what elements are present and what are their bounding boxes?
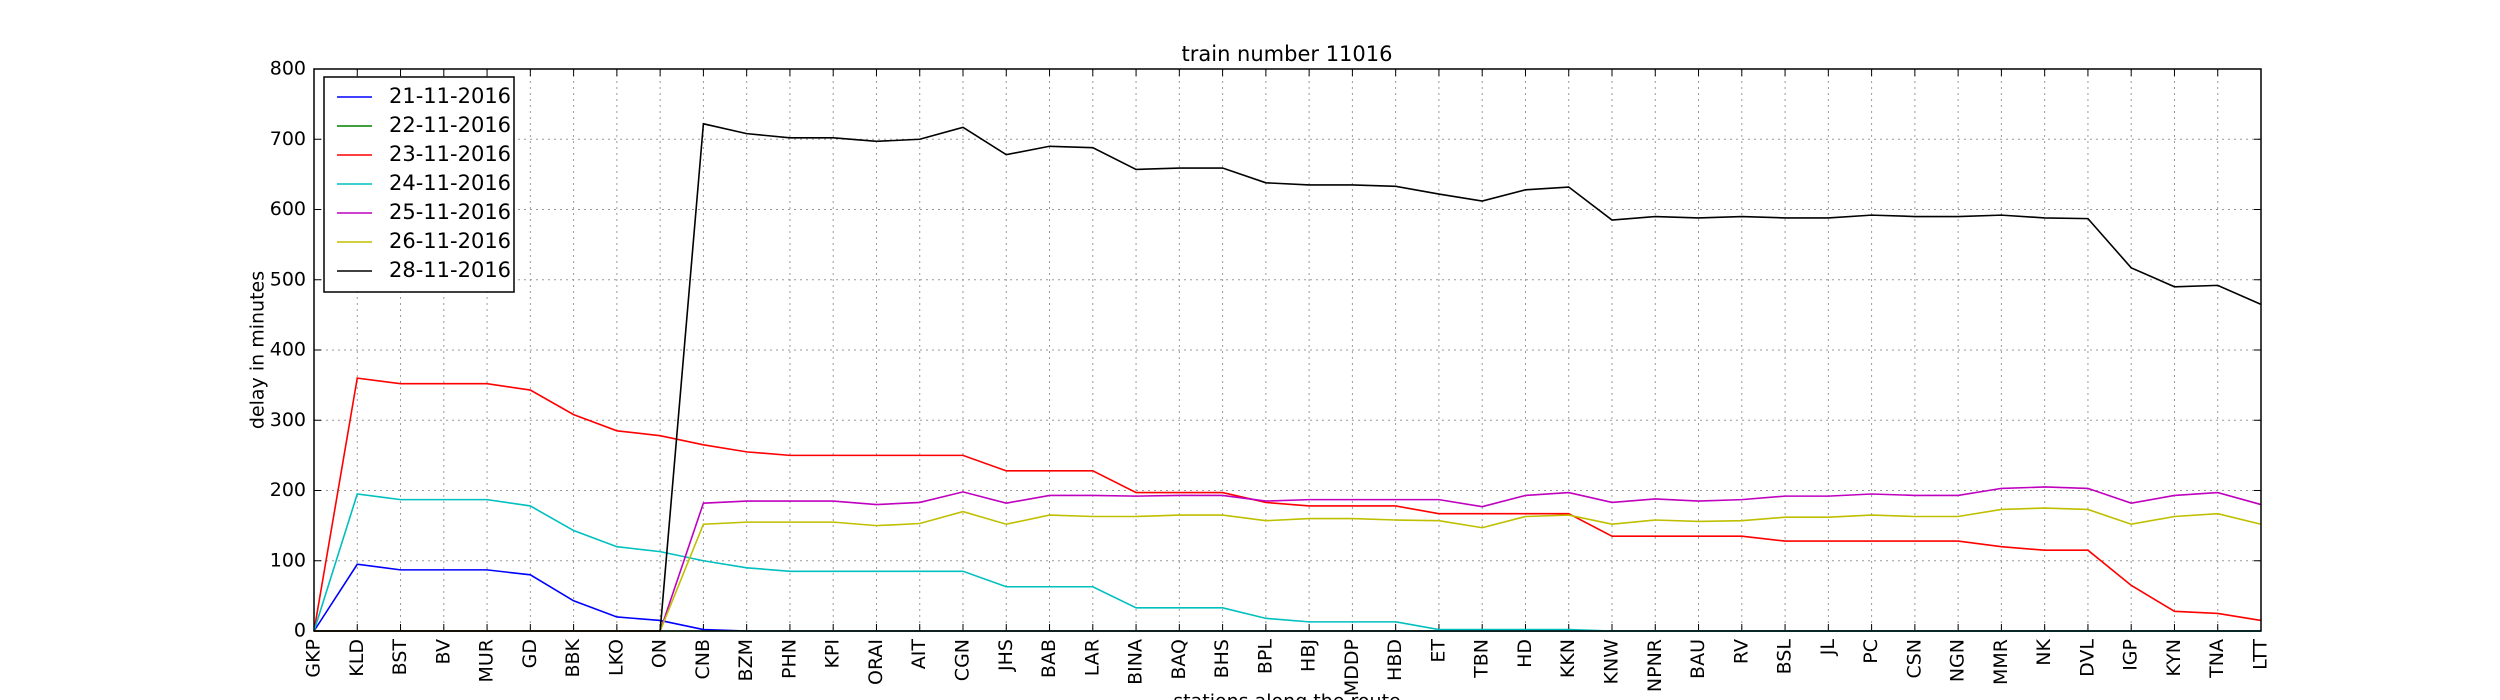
x-tick-label: HBJ [1298, 639, 1320, 672]
x-tick-label: TNA [2206, 639, 2228, 679]
x-tick-label: KPI [822, 639, 844, 669]
x-tick-label: IGP [2120, 639, 2142, 671]
x-tick-label: BPL [1254, 639, 1276, 674]
x-tick-label: PHN [778, 639, 800, 679]
x-tick-label: NPNR [1644, 639, 1666, 692]
x-tick-label: HBD [1384, 639, 1406, 681]
x-tick-label: KLD [346, 639, 368, 677]
legend-label: 21-11-2016 [389, 84, 511, 108]
x-tick-label: MDDP [1341, 639, 1363, 696]
y-tick-label: 300 [270, 409, 306, 431]
y-tick-label: 0 [294, 620, 306, 642]
legend-label: 24-11-2016 [389, 171, 511, 195]
x-tick-label: HD [1514, 639, 1536, 668]
x-tick-label: AIT [908, 639, 930, 670]
x-tick-label: NGN [1947, 639, 1969, 682]
x-tick-label: ORAI [865, 639, 887, 685]
x-tick-label: LTT [2250, 639, 2272, 670]
x-tick-label: JL [1817, 639, 1839, 657]
series-line [313, 377, 2262, 632]
x-tick-label: RV [1730, 639, 1752, 664]
legend-label: 23-11-2016 [389, 142, 511, 166]
x-tick-label: JHS [995, 639, 1017, 672]
x-tick-label: BZM [735, 639, 757, 681]
x-tick-label: LKO [605, 639, 627, 676]
x-tick-label: BAQ [1168, 639, 1190, 680]
x-tick-label: BBK [562, 638, 584, 677]
x-tick-label: NK [2033, 638, 2055, 665]
legend-label: 26-11-2016 [389, 229, 511, 253]
x-tick-label: GKP [303, 639, 325, 678]
x-tick-label: LAR [1081, 639, 1103, 676]
legend-label: 28-11-2016 [389, 258, 511, 282]
y-tick-label: 200 [270, 479, 306, 501]
y-tick-label: 100 [270, 549, 306, 571]
x-tick-label: BV [432, 639, 454, 664]
x-tick-label: BST [389, 639, 411, 676]
x-tick-label: CSN [1903, 639, 1925, 679]
series-line [314, 122, 2262, 632]
plot-frame [313, 68, 2262, 632]
legend-label: 25-11-2016 [389, 200, 511, 224]
x-tick-label: CGN [952, 639, 974, 681]
x-axis-label: stations along the route [1173, 691, 1400, 700]
y-tick-label: 800 [270, 58, 306, 80]
x-tick-label: BAB [1038, 639, 1060, 678]
x-tick-label: BHS [1211, 639, 1233, 678]
x-tick-label: TBN [1471, 639, 1493, 679]
x-tick-label: DVL [2076, 639, 2098, 677]
y-tick-label: 600 [270, 198, 306, 220]
x-tick-label: KNW [1601, 639, 1623, 685]
y-tick-label: 400 [270, 339, 306, 361]
x-tick-label: MUR [476, 639, 498, 683]
legend-label: 22-11-2016 [389, 113, 511, 137]
x-tick-label: ON [649, 639, 671, 668]
y-tick-label: 700 [270, 128, 306, 150]
x-tick-label: PC [1860, 639, 1882, 664]
series-line [313, 563, 2261, 632]
x-tick-label: BINA [1125, 639, 1147, 685]
y-tick-label: 500 [270, 268, 306, 290]
x-tick-label: ET [1427, 639, 1449, 663]
x-tick-label: CNB [692, 639, 714, 680]
x-tick-label: KYN [2163, 639, 2185, 677]
x-tick-label: BAU [1687, 639, 1709, 679]
x-tick-label: KKN [1557, 639, 1579, 678]
x-tick-label: BSL [1774, 639, 1796, 675]
series-line [314, 486, 2262, 632]
x-tick-label: GD [519, 639, 541, 668]
x-tick-label: MMR [1990, 639, 2012, 685]
chart-title: train number 11016 [1182, 42, 1393, 66]
y-axis-label: delay in minutes [247, 271, 269, 429]
